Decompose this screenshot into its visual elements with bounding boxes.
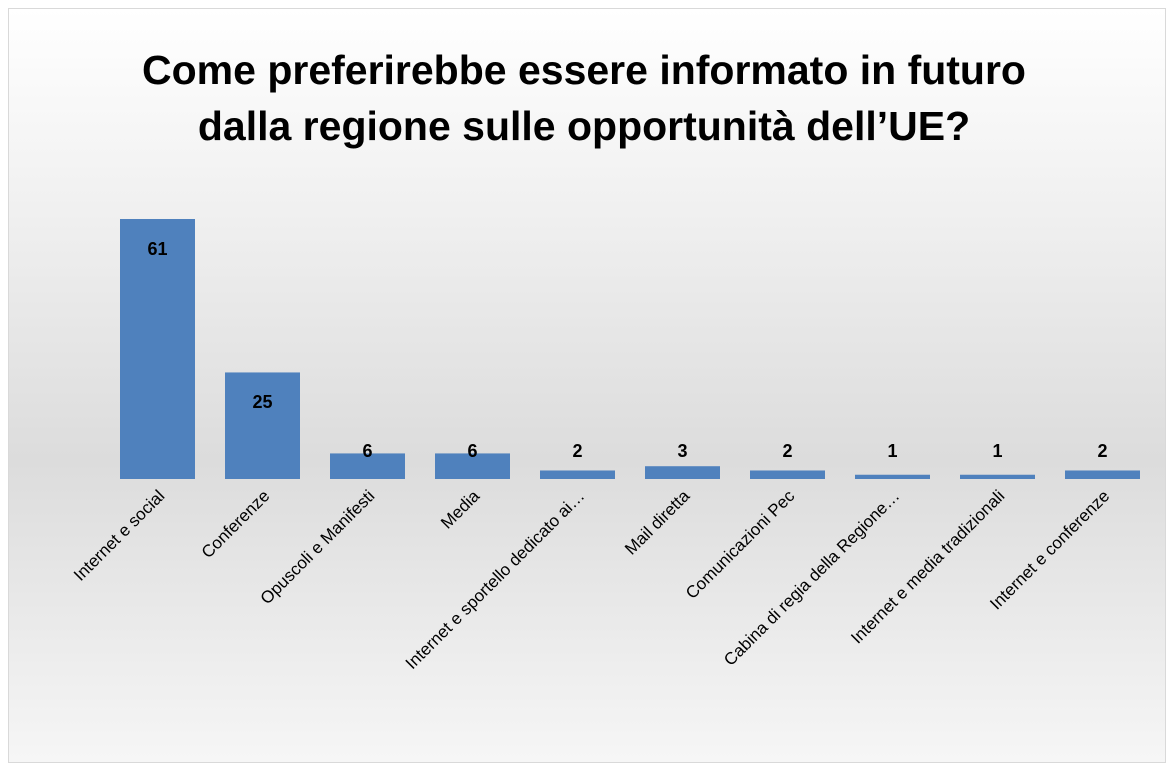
- bar: [435, 453, 510, 479]
- bar: [960, 474, 1035, 479]
- x-tick-label: Internet e social: [70, 486, 168, 584]
- bar: [120, 219, 195, 479]
- x-tick-label: Cabina di regia della Regione…: [720, 486, 903, 669]
- data-label: 6: [362, 441, 372, 461]
- x-tick-label: Conferenze: [198, 486, 274, 562]
- data-label: 6: [467, 441, 477, 461]
- bar: [540, 470, 615, 479]
- bar: [1065, 470, 1140, 479]
- x-tick-label: Opuscoli e Manifesti: [257, 486, 379, 608]
- chart-title: Come preferirebbe essere informato in fu…: [142, 47, 1026, 149]
- data-label: 3: [677, 441, 687, 461]
- data-label: 25: [252, 392, 272, 412]
- x-tick-label: Internet e sportello dedicato ai…: [402, 486, 589, 673]
- bar: [750, 470, 825, 479]
- bar: [645, 466, 720, 479]
- data-label: 1: [887, 441, 897, 461]
- data-label: 2: [572, 441, 582, 461]
- data-label: 61: [147, 239, 167, 259]
- x-tick-label: Mail diretta: [621, 486, 694, 559]
- x-tick-label: Comunicazioni Pec: [682, 486, 799, 603]
- x-tick-label: Internet e conferenze: [986, 486, 1113, 613]
- bar: [225, 372, 300, 479]
- data-label: 2: [782, 441, 792, 461]
- chart-area: [8, 8, 1166, 763]
- x-tick-label: Media: [437, 486, 484, 533]
- data-label: 1: [992, 441, 1002, 461]
- bar: [855, 474, 930, 479]
- data-label: 2: [1097, 441, 1107, 461]
- bar: [330, 453, 405, 479]
